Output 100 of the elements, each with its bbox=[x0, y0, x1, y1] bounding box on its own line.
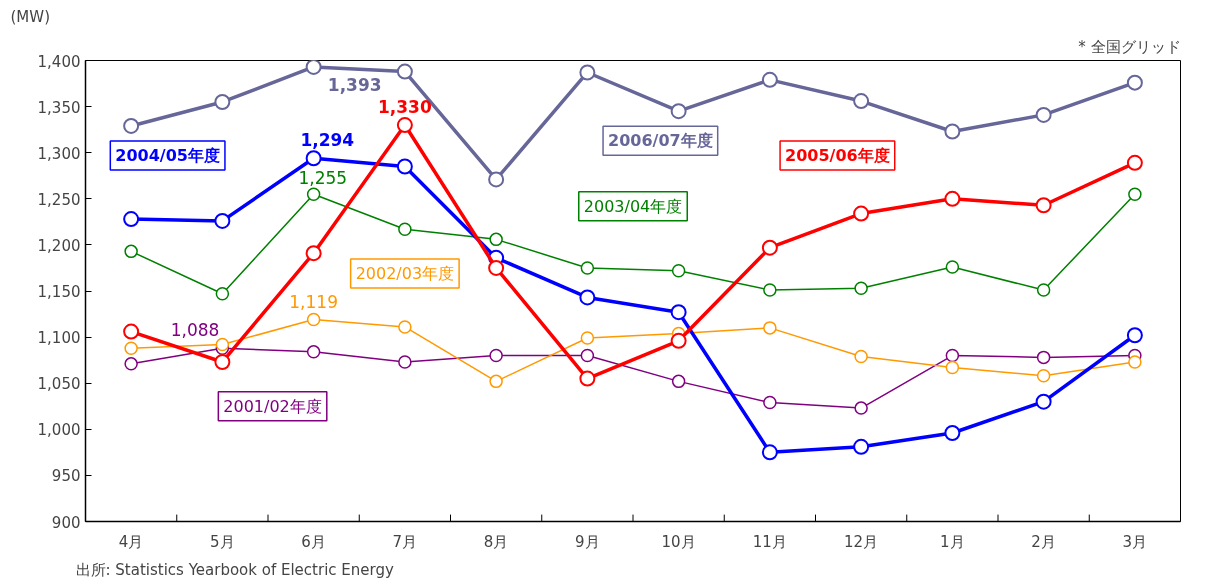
text: 2003/04年度 bbox=[583, 196, 683, 216]
point bbox=[1126, 74, 1143, 91]
point bbox=[488, 171, 505, 188]
point bbox=[763, 395, 777, 410]
point bbox=[1128, 187, 1142, 201]
data-label: 1,255 bbox=[298, 168, 348, 189]
point bbox=[1036, 369, 1051, 383]
point bbox=[1036, 283, 1051, 297]
x-tick-label: 3月 bbox=[1122, 532, 1148, 551]
point bbox=[854, 281, 868, 295]
text: 2002/03年度 bbox=[355, 263, 455, 283]
point bbox=[761, 239, 778, 256]
y-tick-label: 1,000 bbox=[37, 421, 81, 440]
point bbox=[1128, 355, 1142, 369]
point bbox=[306, 312, 321, 327]
point bbox=[123, 117, 140, 134]
point bbox=[853, 438, 870, 455]
point bbox=[671, 374, 686, 389]
point bbox=[488, 259, 505, 276]
point bbox=[306, 345, 321, 359]
point bbox=[489, 232, 503, 247]
point bbox=[580, 331, 595, 345]
y-tick-label: 1,200 bbox=[37, 236, 81, 255]
y-tick-label: 900 bbox=[51, 513, 81, 532]
point bbox=[945, 260, 960, 274]
point bbox=[945, 360, 960, 375]
point bbox=[1126, 327, 1143, 344]
x-tick-label: 12月 bbox=[844, 532, 879, 551]
point bbox=[579, 289, 596, 306]
text: * 全国グリッド bbox=[1078, 37, 1181, 56]
y-tick-label: 950 bbox=[51, 467, 81, 486]
x-tick-label: 8月 bbox=[483, 532, 509, 551]
x-tick-label: 7月 bbox=[392, 532, 418, 551]
point bbox=[761, 444, 778, 461]
point bbox=[944, 123, 961, 140]
point bbox=[306, 187, 321, 201]
point bbox=[580, 261, 595, 275]
x-tick-label: 1月 bbox=[940, 532, 965, 551]
point bbox=[1036, 350, 1051, 365]
data-label: 1,330 bbox=[377, 97, 432, 118]
point bbox=[853, 205, 870, 222]
point bbox=[944, 425, 961, 441]
point bbox=[579, 370, 596, 387]
point bbox=[670, 304, 687, 321]
point bbox=[124, 341, 138, 355]
point bbox=[305, 60, 322, 75]
y-tick-label: 1,400 bbox=[37, 52, 81, 71]
series-label: 2006/07年度 bbox=[608, 131, 713, 151]
y-tick-label: 1,250 bbox=[37, 190, 81, 209]
point bbox=[215, 287, 230, 301]
y-tick-label: 1,300 bbox=[37, 144, 81, 163]
x-tick-label: 10月 bbox=[661, 532, 696, 551]
x-tick-label: 4月 bbox=[118, 532, 144, 551]
point bbox=[761, 71, 778, 88]
x-tick-label: 5月 bbox=[210, 532, 235, 551]
point bbox=[853, 93, 870, 110]
x-tick-label: 2月 bbox=[1031, 532, 1056, 551]
text: 2001/02年度 bbox=[223, 396, 322, 416]
point bbox=[305, 245, 322, 262]
point bbox=[854, 401, 868, 415]
point bbox=[854, 349, 868, 364]
point bbox=[396, 117, 413, 134]
y-tick-label: 1,050 bbox=[37, 375, 81, 394]
point bbox=[1035, 106, 1052, 123]
point bbox=[398, 320, 412, 334]
data-label: 1,294 bbox=[300, 130, 355, 151]
point bbox=[489, 374, 503, 389]
data-label: 1,088 bbox=[170, 320, 220, 341]
point bbox=[398, 222, 412, 236]
text: 出所: Statistics Yearbook of Electric Energy bbox=[75, 560, 394, 579]
point bbox=[763, 283, 777, 297]
text: 2004/05年度 bbox=[115, 145, 220, 165]
text: 2005/06年度 bbox=[785, 145, 890, 165]
point bbox=[580, 348, 595, 363]
point bbox=[670, 332, 687, 349]
x-tick-label: 6月 bbox=[301, 532, 326, 551]
point bbox=[944, 190, 961, 207]
point bbox=[305, 150, 322, 167]
point bbox=[214, 354, 231, 370]
point bbox=[763, 321, 777, 335]
point bbox=[215, 337, 230, 352]
point bbox=[579, 64, 596, 81]
y-tick-label: 1,150 bbox=[37, 283, 81, 301]
point bbox=[214, 94, 231, 110]
point bbox=[123, 211, 140, 228]
x-tick-label: 9月 bbox=[575, 532, 600, 551]
point bbox=[124, 357, 138, 371]
point bbox=[124, 244, 138, 259]
data-label: 1,119 bbox=[289, 291, 338, 312]
data-label: 1,393 bbox=[327, 74, 382, 95]
point bbox=[945, 348, 960, 363]
point bbox=[671, 263, 686, 278]
point bbox=[214, 212, 231, 229]
point bbox=[489, 348, 503, 363]
y-axis-title: (MW) bbox=[10, 7, 50, 26]
point bbox=[1126, 154, 1143, 171]
point bbox=[398, 355, 412, 369]
point bbox=[1035, 197, 1052, 214]
point bbox=[123, 323, 140, 340]
y-tick-label: 1,100 bbox=[37, 329, 81, 348]
